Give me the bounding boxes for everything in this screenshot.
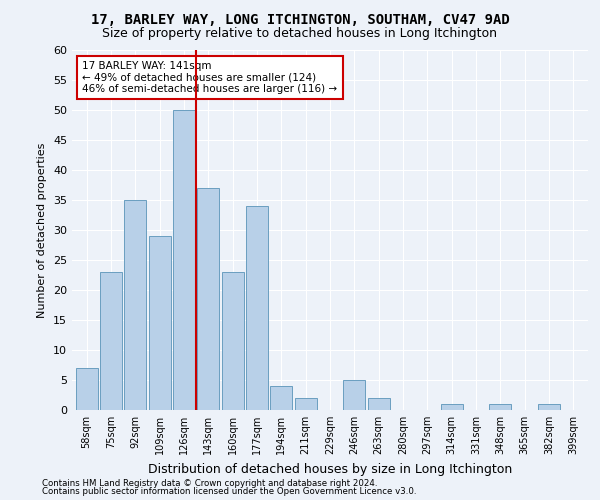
Y-axis label: Number of detached properties: Number of detached properties <box>37 142 47 318</box>
X-axis label: Distribution of detached houses by size in Long Itchington: Distribution of detached houses by size … <box>148 462 512 475</box>
Bar <box>368 398 389 410</box>
Bar <box>295 398 317 410</box>
Bar <box>538 404 560 410</box>
Text: Contains public sector information licensed under the Open Government Licence v3: Contains public sector information licen… <box>42 487 416 496</box>
Text: 17, BARLEY WAY, LONG ITCHINGTON, SOUTHAM, CV47 9AD: 17, BARLEY WAY, LONG ITCHINGTON, SOUTHAM… <box>91 12 509 26</box>
Text: Size of property relative to detached houses in Long Itchington: Size of property relative to detached ho… <box>103 28 497 40</box>
Bar <box>197 188 219 410</box>
Bar <box>246 206 268 410</box>
Text: 17 BARLEY WAY: 141sqm
← 49% of detached houses are smaller (124)
46% of semi-det: 17 BARLEY WAY: 141sqm ← 49% of detached … <box>82 61 337 94</box>
Bar <box>124 200 146 410</box>
Bar <box>490 404 511 410</box>
Bar <box>100 272 122 410</box>
Bar <box>271 386 292 410</box>
Bar <box>441 404 463 410</box>
Bar <box>343 380 365 410</box>
Bar <box>76 368 98 410</box>
Bar <box>173 110 195 410</box>
Bar <box>149 236 170 410</box>
Text: Contains HM Land Registry data © Crown copyright and database right 2024.: Contains HM Land Registry data © Crown c… <box>42 478 377 488</box>
Bar <box>221 272 244 410</box>
